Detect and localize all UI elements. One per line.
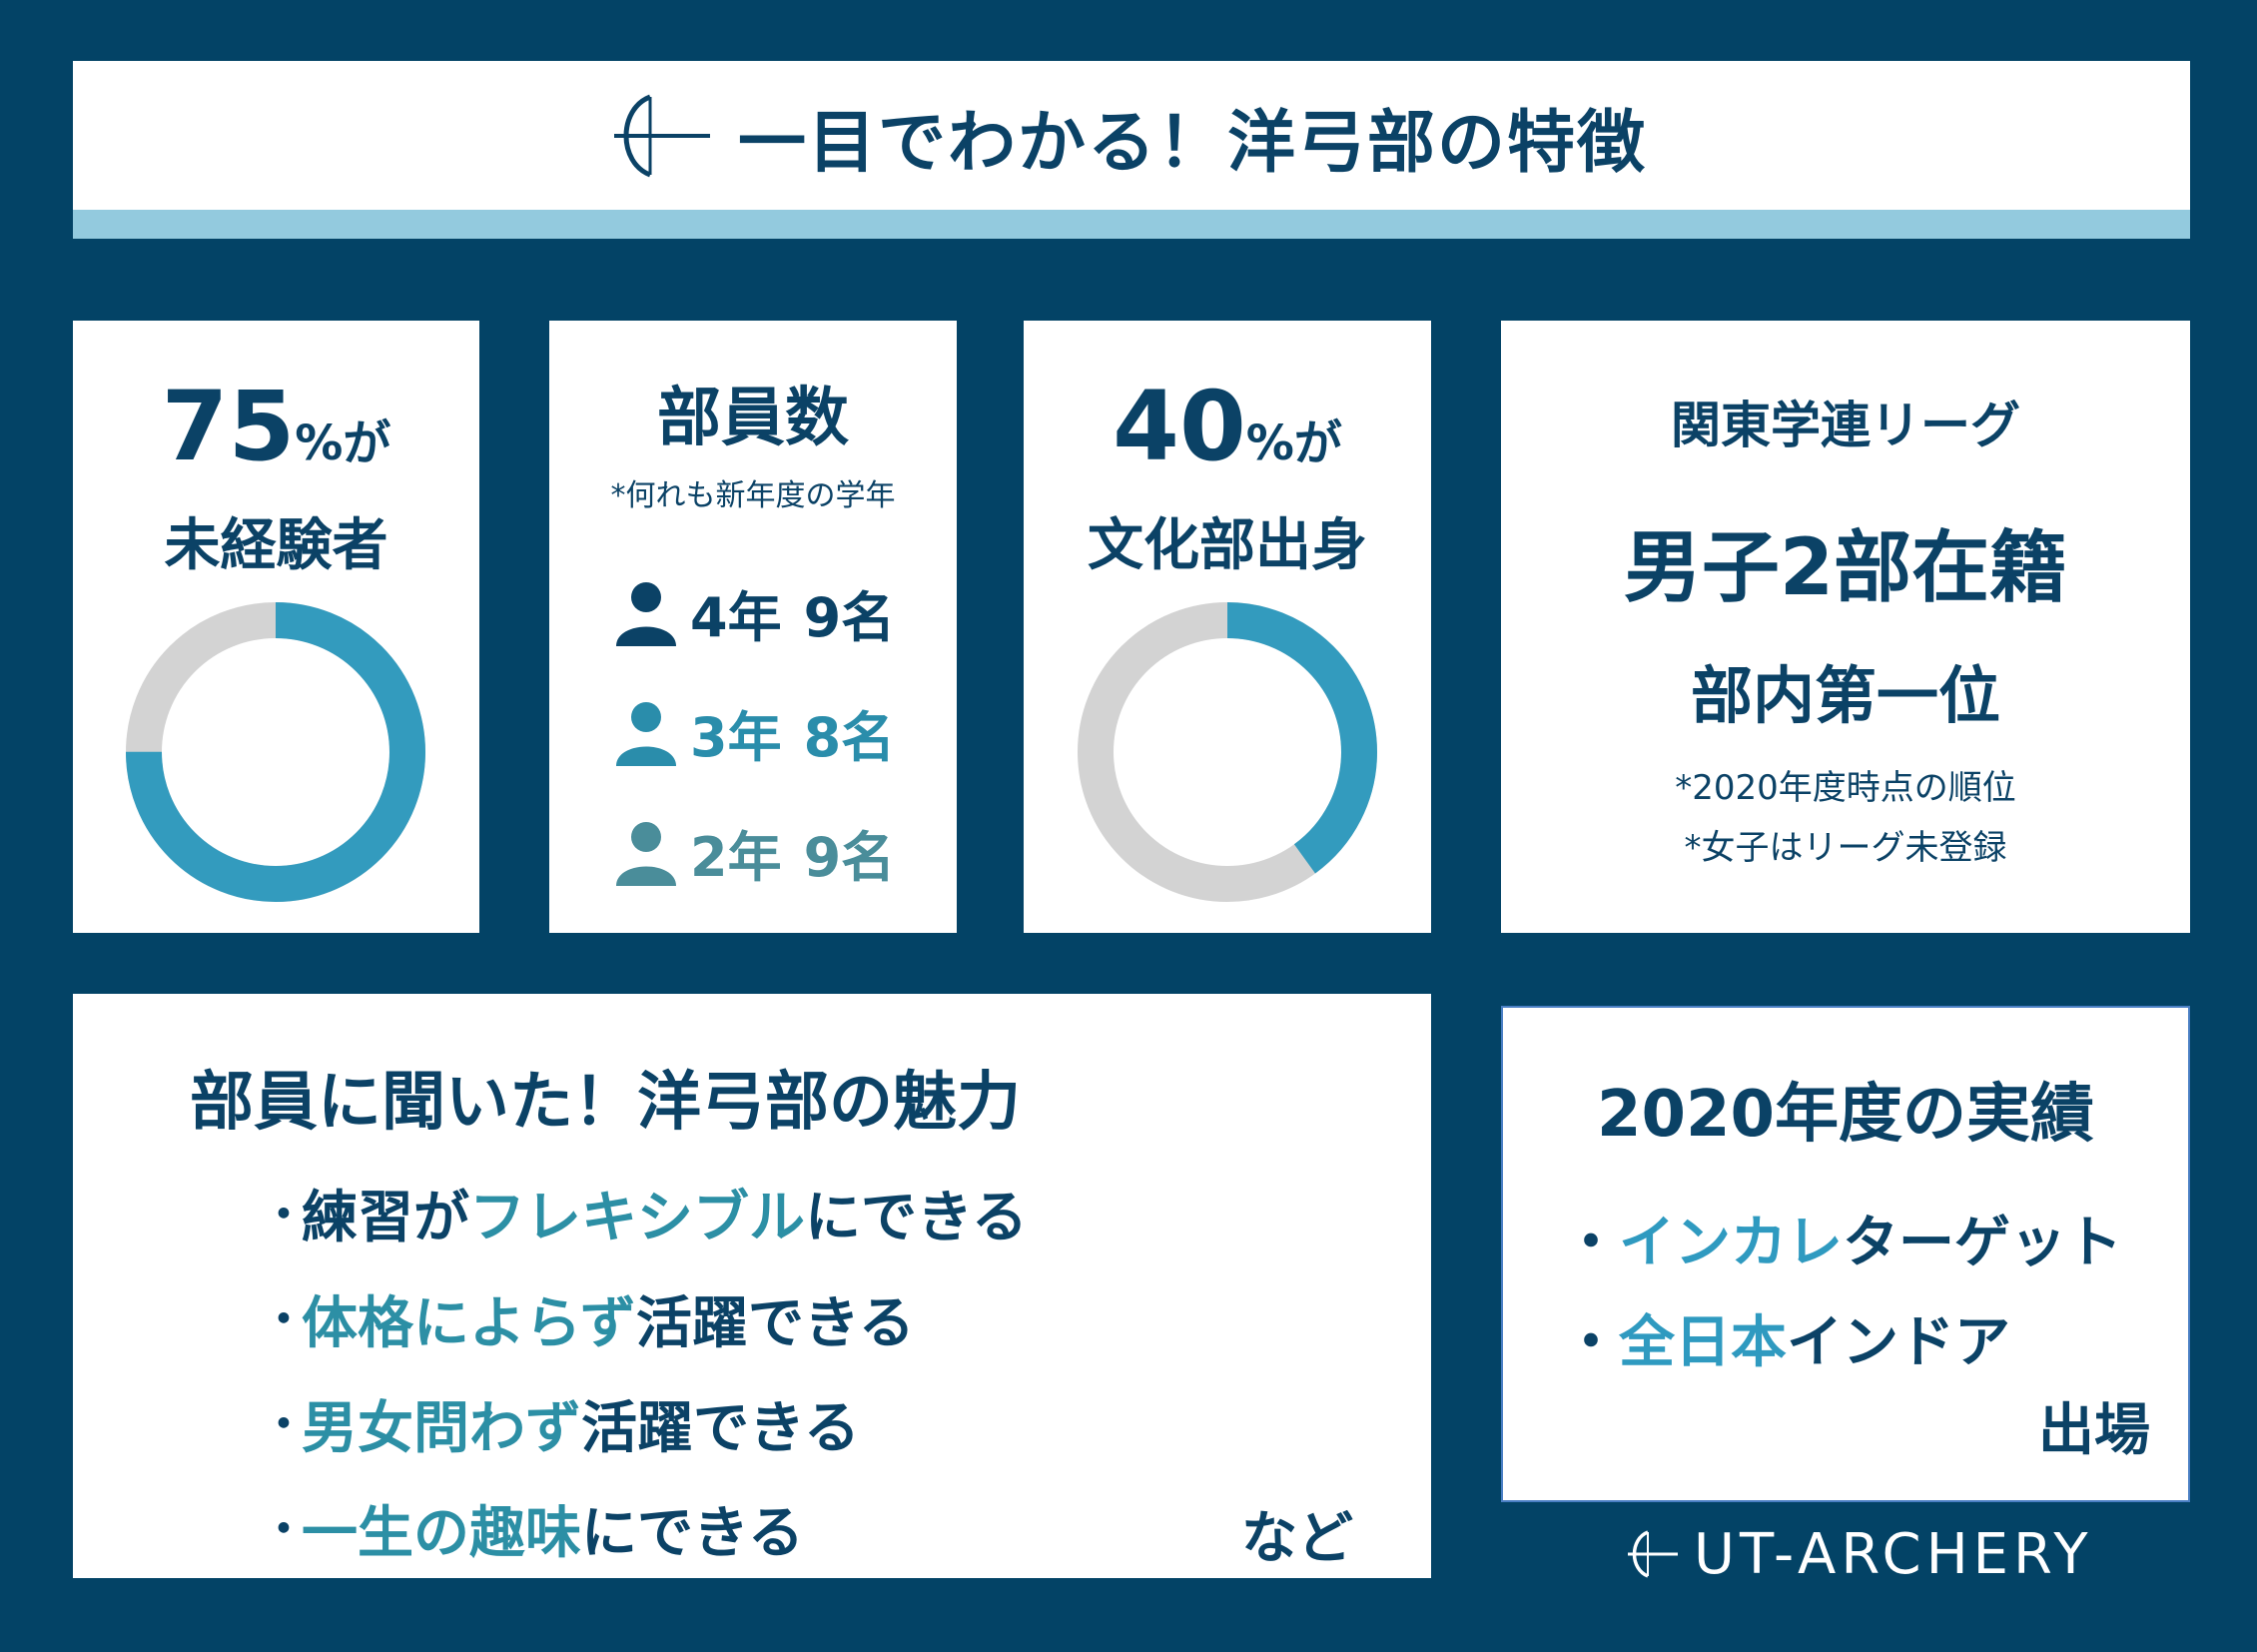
bullet-mark: ・ bbox=[262, 1294, 306, 1345]
league-division: 男子2部在籍 bbox=[1623, 523, 2068, 613]
results-title: 2020年度の実績 bbox=[1596, 1078, 2095, 1152]
member-row-2nd: 2年 9名 bbox=[614, 813, 895, 892]
league-note: *2020年度時点の順位 bbox=[1675, 768, 2016, 808]
appeal-item-highlight: 体格によらず bbox=[302, 1291, 636, 1356]
bullet-mark: ・ bbox=[262, 1504, 306, 1555]
appeal-item-text: 活躍できる bbox=[581, 1396, 860, 1461]
appeal-item-text: にできる bbox=[805, 1186, 1028, 1250]
league-title: 関東学連リーグ bbox=[1671, 397, 2020, 454]
member-count: 9名 bbox=[803, 826, 896, 889]
appeal-item: 練習がフレキシブルにできる bbox=[302, 1173, 1028, 1253]
experience-percent-line: 75%が bbox=[73, 371, 479, 482]
bullet-mark: ・ bbox=[262, 1190, 306, 1240]
appeal-item: 体格によらず活躍できる bbox=[302, 1278, 915, 1359]
header-title-row: 一目でわかる！洋弓部の特徴 bbox=[0, 86, 2257, 186]
bow-and-arrow-icon bbox=[1628, 1530, 1678, 1578]
culture-donut-chart bbox=[1078, 602, 1377, 902]
bullet-mark: ・ bbox=[1563, 1211, 1619, 1275]
bow-and-arrow-icon bbox=[613, 94, 710, 178]
stat-card-experience: 75%が 未経験者 bbox=[73, 321, 479, 933]
results-item-text: インドア bbox=[1787, 1310, 2010, 1375]
appeal-item-text: 活躍できる bbox=[635, 1291, 915, 1356]
experience-percent-suffix: %が bbox=[295, 415, 391, 471]
appeal-item-highlight: フレキシブル bbox=[469, 1186, 805, 1250]
appeal-item-highlight: 一生の趣味 bbox=[302, 1501, 581, 1566]
brand-logo: UT-ARCHERY bbox=[1626, 1518, 2195, 1590]
appeal-item-text: にできる bbox=[581, 1501, 804, 1566]
stat-card-league: 関東学連リーグ 男子2部在籍 部内第一位 *2020年度時点の順位 *女子はリー… bbox=[1501, 321, 2190, 933]
appeal-card bbox=[73, 994, 1431, 1578]
results-card: 2020年度の実績 ・インカレターゲット ・全日本インドア 出場 bbox=[1501, 1006, 2190, 1502]
culture-donut-fill bbox=[1078, 602, 1377, 902]
appeal-item: 一生の趣味にできる bbox=[302, 1488, 804, 1569]
bullet-mark: ・ bbox=[262, 1399, 306, 1450]
member-count: 9名 bbox=[803, 586, 896, 649]
appeal-etc: など bbox=[1241, 1506, 1353, 1571]
member-row-3rd: 3年 8名 bbox=[614, 693, 895, 772]
results-item: ・インカレターゲット bbox=[1563, 1198, 2122, 1278]
member-grade: 4年 bbox=[690, 586, 782, 649]
header-banner bbox=[73, 61, 2190, 239]
experience-donut-fill bbox=[126, 602, 425, 902]
appeal-item: 男女問わず活躍できる bbox=[302, 1383, 860, 1464]
stat-card-culture: 40%が 文化部出身 bbox=[1024, 321, 1431, 933]
person-icon bbox=[616, 581, 676, 646]
appeal-item-highlight: 男女問わず bbox=[302, 1396, 581, 1461]
appeal-title: 部員に聞いた！洋弓部の魅力 bbox=[190, 1066, 1021, 1140]
member-grade: 3年 bbox=[690, 706, 782, 769]
league-rank: 部内第一位 bbox=[1690, 659, 2000, 732]
results-item-highlight: インカレ bbox=[1619, 1211, 1843, 1275]
results-item: ・全日本インドア bbox=[1563, 1297, 2010, 1378]
culture-percent-line: 40%が bbox=[1024, 371, 1431, 482]
league-note: *女子はリーグ未登録 bbox=[1684, 828, 2007, 868]
member-count: 8名 bbox=[803, 706, 896, 769]
stat-card-members: 部員数 *何れも新年度の学年 4年 9名 3年 8名 2年 9名 bbox=[549, 321, 957, 933]
person-icon bbox=[616, 701, 676, 766]
bullet-mark: ・ bbox=[1563, 1310, 1619, 1375]
culture-percent-suffix: %が bbox=[1245, 415, 1342, 471]
results-footer: 出場 bbox=[2038, 1398, 2150, 1463]
header-accent-strip bbox=[73, 210, 2190, 239]
members-note: *何れも新年度の学年 bbox=[610, 478, 896, 513]
brand-name: UT-ARCHERY bbox=[1694, 1521, 2093, 1587]
appeal-item-text: 練習が bbox=[302, 1186, 469, 1250]
culture-label: 文化部出身 bbox=[1088, 513, 1367, 578]
person-icon bbox=[616, 821, 676, 886]
member-grade: 2年 bbox=[690, 826, 782, 889]
members-title: 部員数 bbox=[657, 382, 849, 455]
experience-label: 未経験者 bbox=[164, 513, 388, 578]
experience-percent: 75 bbox=[161, 371, 296, 482]
page-title: 一目でわかる！洋弓部の特徴 bbox=[737, 103, 1647, 183]
results-item-text: ターゲット bbox=[1843, 1211, 2122, 1275]
experience-donut-chart bbox=[126, 602, 425, 902]
culture-percent: 40 bbox=[1113, 371, 1246, 482]
member-row-4th: 4年 9名 bbox=[614, 573, 895, 652]
results-item-highlight: 全日本 bbox=[1619, 1310, 1787, 1375]
